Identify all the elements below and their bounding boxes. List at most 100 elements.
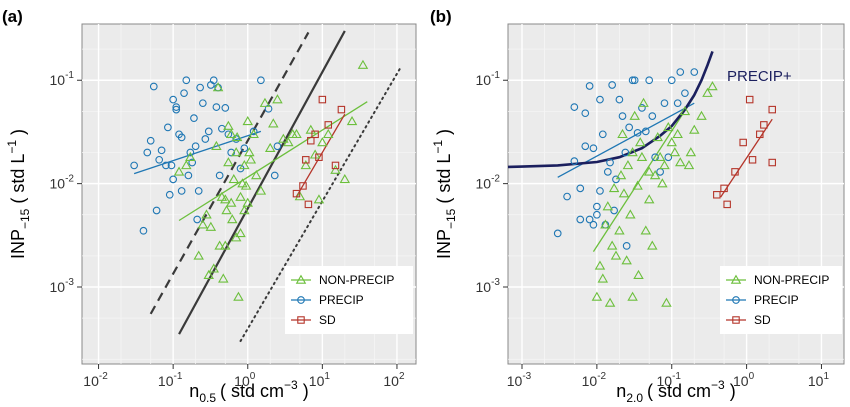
- sd-point: [768, 105, 776, 114]
- sd-point: [756, 130, 764, 139]
- x-title-unit: ( std cm: [647, 381, 711, 401]
- legend-marker: [297, 316, 305, 324]
- non_precip-point: [255, 185, 267, 195]
- non_precip-point: [291, 128, 302, 139]
- non_precip-point: [591, 291, 603, 301]
- precip-point: [240, 144, 249, 153]
- precip-point: [589, 220, 598, 229]
- sd-point: [760, 121, 768, 129]
- non_precip-point: [205, 221, 217, 231]
- x-tick-exp: -2: [597, 371, 606, 382]
- precip-point: [177, 133, 186, 142]
- precip-point: [172, 105, 181, 114]
- sd-point: [337, 105, 346, 114]
- non_precip-point: [597, 273, 609, 283]
- y-tick-label: 10-3: [50, 277, 75, 295]
- panel-a: (a) 10-2 10-1 100 101 102 10-310-210-1 NON-P…: [2, 7, 417, 405]
- non_precip-point: [240, 180, 252, 190]
- non_precip-point: [643, 194, 655, 204]
- panel-a-legend: NON-PRECIP PRECIP SD: [285, 266, 413, 334]
- x-tick-base: 10: [234, 373, 250, 389]
- precip-point: [596, 187, 604, 195]
- sd-point: [292, 189, 301, 198]
- panel-a-x-axis-title: n0.5 ( std cm−3 ): [189, 378, 308, 405]
- sd-point: [331, 161, 340, 170]
- sd-point: [324, 121, 333, 129]
- precip-point: [155, 155, 164, 164]
- non_precip-point: [617, 128, 628, 139]
- legend-label: NON-PRECIP: [754, 273, 829, 287]
- x-title-unit-end: ): [298, 381, 309, 401]
- x-title-sub: 2.0: [626, 391, 643, 405]
- y-tick-exp: -2: [491, 174, 500, 185]
- precip-point: [157, 146, 166, 155]
- panel-b-y-axis-title: INP−15 ( std L−1 ): [431, 129, 458, 259]
- non_precip-point: [627, 147, 638, 157]
- precip-point: [152, 206, 161, 215]
- x-title-unit: ( std cm: [220, 381, 284, 401]
- precip-point: [212, 103, 221, 111]
- x-tick-base: 10: [582, 373, 598, 389]
- legend-label: PRECIP: [319, 293, 364, 307]
- y-title-unit: ( std L: [434, 154, 454, 204]
- sd-point: [315, 153, 323, 161]
- precip-point: [191, 142, 200, 151]
- non_precip-point: [632, 180, 643, 190]
- non_precip-point: [197, 219, 209, 229]
- precip-point: [618, 112, 627, 120]
- non_precip-point: [294, 191, 306, 201]
- precip-point: [630, 76, 639, 85]
- sd-point: [745, 95, 754, 104]
- non_precip-point: [317, 137, 328, 147]
- y-title-sub: −15: [444, 208, 458, 229]
- non_precip-point: [313, 194, 325, 204]
- non_precip-point: [685, 147, 697, 157]
- non_precip-point: [339, 173, 351, 184]
- y-title-base: INP: [8, 229, 28, 259]
- sd-point: [739, 138, 747, 147]
- non_precip-point: [212, 82, 224, 92]
- y-tick-exp: -1: [491, 70, 500, 81]
- y-title-sub: −15: [18, 208, 32, 229]
- precip-point: [603, 167, 612, 176]
- x-tick-label: 100: [234, 371, 256, 389]
- precip-point: [589, 144, 598, 153]
- precip-point: [209, 76, 218, 85]
- non_precip-point: [185, 151, 196, 161]
- precip-plus-annotation: PRECIP+: [727, 68, 792, 85]
- non_precip-point: [323, 128, 334, 139]
- precip-point: [273, 142, 282, 151]
- x-title-unit-end: ): [725, 381, 736, 401]
- non_precip-point: [231, 131, 243, 142]
- y-tick-label: 10-1: [476, 70, 501, 88]
- non_precip-point: [245, 154, 257, 164]
- non_precip-point: [235, 227, 246, 238]
- non_precip-point: [615, 170, 627, 180]
- non_precip-point: [357, 59, 369, 69]
- non_precip-point: [638, 97, 649, 107]
- non_precip-point: [220, 240, 231, 250]
- non_precip-point: [635, 137, 646, 147]
- precip-point: [612, 175, 620, 184]
- non_precip-fit-line: [178, 101, 368, 222]
- sd-point: [713, 191, 721, 199]
- y-title-unit: ( std L: [8, 154, 28, 204]
- non_precip-point: [654, 151, 666, 161]
- panel-b-marks: [553, 68, 776, 307]
- precip-point: [673, 99, 682, 108]
- precip-point: [204, 127, 213, 136]
- precip-point: [162, 161, 170, 170]
- precip-point: [143, 148, 152, 157]
- y-tick-base: 10: [50, 72, 66, 88]
- x-title-unit-sup: −3: [711, 378, 725, 392]
- sd-point: [304, 200, 313, 209]
- precip-point: [186, 148, 195, 157]
- legend-marker: [732, 296, 740, 304]
- precip-point: [177, 187, 186, 195]
- y-tick-base: 10: [476, 176, 492, 192]
- legend-label: SD: [754, 313, 771, 327]
- non_precip-point: [225, 197, 237, 207]
- x-tick-base: 10: [733, 373, 749, 389]
- x-tick-label: 101: [808, 371, 830, 389]
